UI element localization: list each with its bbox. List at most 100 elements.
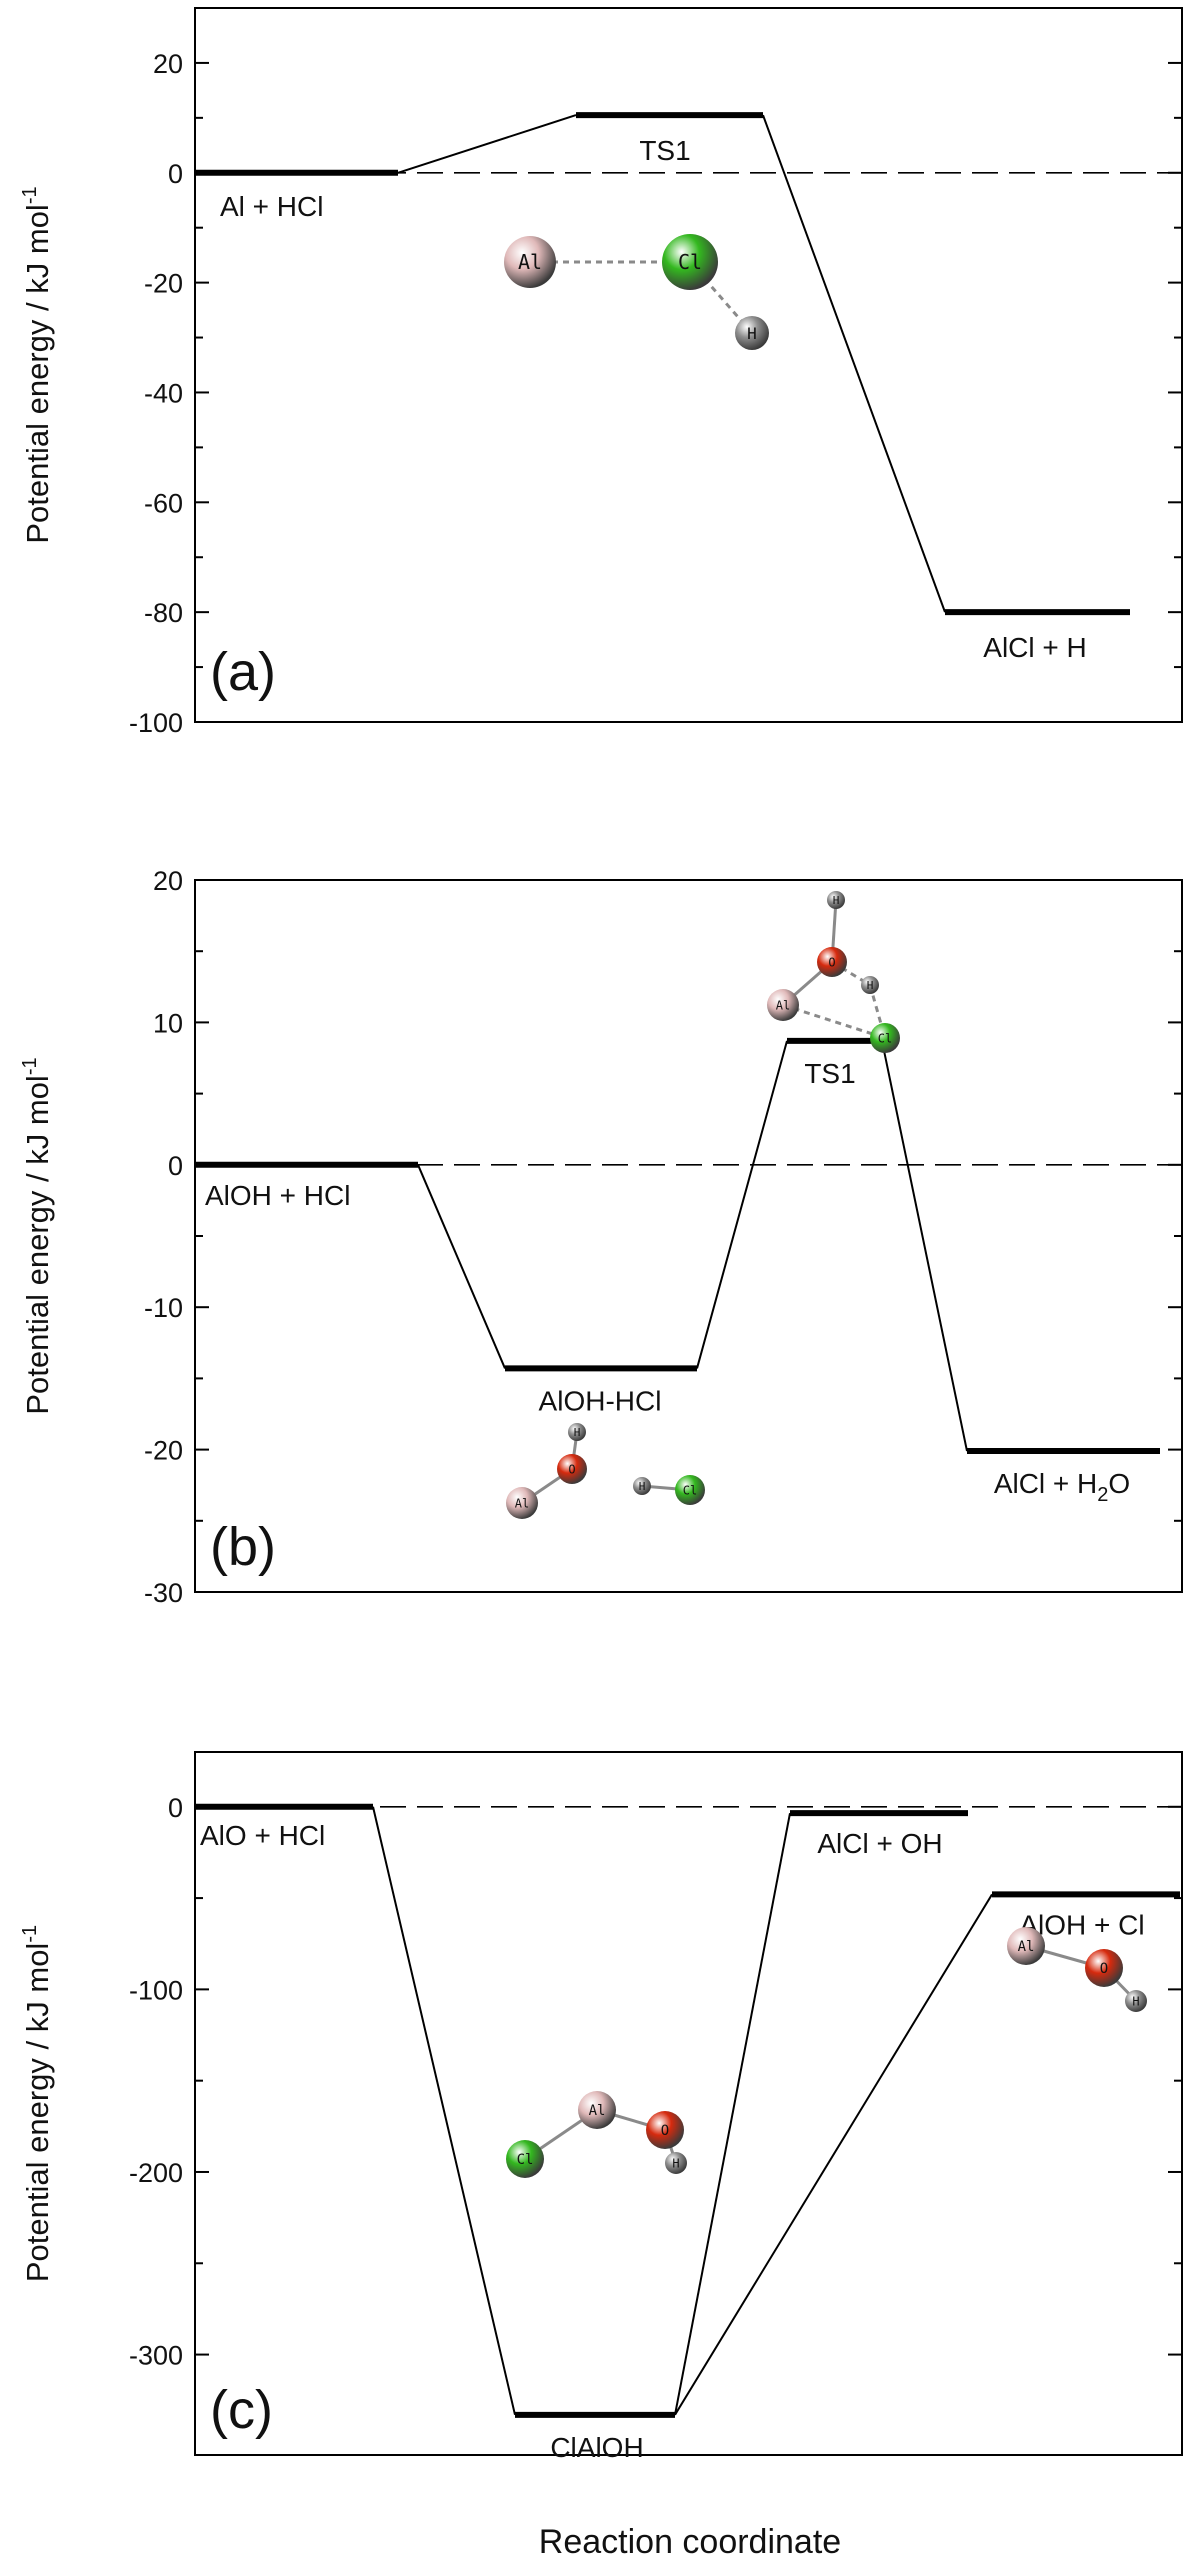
ts1-structure: Al Cl H — [504, 234, 769, 350]
panel-label: (c) — [210, 2380, 273, 2440]
panel-a: 20 0 -20 -40 -60 -80 -100 Potential energy / kJ… — [19, 7, 1183, 738]
y-tick-label: -80 — [144, 598, 183, 628]
y-tick-label: 20 — [153, 866, 183, 896]
panel-label: (b) — [210, 1517, 276, 1577]
atom-sphere — [870, 1023, 900, 1053]
atom-sphere — [1007, 1927, 1045, 1965]
state-label: AlCl + H2O — [994, 1468, 1130, 1506]
state-label-text: AlO + HCl — [200, 1820, 325, 1851]
atom-sphere — [506, 2140, 544, 2178]
state-label-text: AlOH + HCl — [205, 1180, 350, 1211]
state-label-text: TS1 — [639, 135, 690, 166]
y-tick-label: -40 — [144, 378, 183, 408]
atom-label: Al — [589, 2103, 606, 2119]
y-tick-label: -60 — [144, 488, 183, 518]
atom-label: O — [661, 2123, 669, 2139]
atom-sphere — [646, 2111, 684, 2149]
y-axis-label: Potential energy / kJ mol-1 — [19, 1925, 55, 2282]
state-label: TS1 — [639, 135, 690, 166]
state-label-tail: O — [1108, 1468, 1130, 1499]
state-label-text: AlCl + H — [983, 632, 1086, 663]
y-axis-label-sup: -1 — [19, 1925, 41, 1943]
pathway-connector — [674, 1893, 993, 2416]
atom-sphere — [1125, 1990, 1147, 2012]
atom-sphere — [735, 316, 769, 350]
y-tick-label: -100 — [129, 1975, 183, 2005]
atom-sphere — [665, 2152, 687, 2174]
pathway-connector — [881, 1040, 968, 1452]
atom-sphere — [578, 2091, 616, 2129]
state-label-text: AlCl + H — [994, 1468, 1097, 1499]
atom-label: Cl — [517, 2152, 534, 2168]
pathway-connector — [417, 1164, 506, 1369]
atom-label: H — [672, 2156, 679, 2170]
atom-sphere — [817, 947, 847, 977]
state-label: AlCl + H — [983, 632, 1086, 663]
complex-structure: H O Al H Cl — [506, 1423, 705, 1519]
panel-label: (a) — [210, 642, 276, 702]
atom-sphere — [506, 1487, 538, 1519]
y-tick-label: -100 — [129, 708, 183, 738]
atom-label: H — [833, 894, 840, 907]
y-tick-label: -10 — [144, 1293, 183, 1323]
panel-b: 20 10 0 -10 -20 -30 Potential energy / kJ mol-… — [19, 866, 1183, 1608]
atom-label: Al — [515, 1496, 529, 1510]
plot-frame — [194, 7, 1183, 723]
state-label: Al + HCl — [220, 191, 323, 222]
state-label-subscript: 2 — [1097, 1484, 1108, 1506]
y-axis-label: Potential energy / kJ mol-1 — [19, 186, 55, 543]
atom-sphere — [767, 989, 799, 1021]
atom-label: Al — [518, 250, 542, 274]
y-tick-label: -300 — [129, 2341, 183, 2371]
y-axis-label: Potential energy / kJ mol-1 — [19, 1057, 55, 1414]
panel-c: 0 -100 -200 -300 Potential energy / kJ mol-1… — [19, 1751, 1183, 2463]
state-label: AlCl + OH — [817, 1828, 942, 1859]
clalo-h-structure: Cl Al O H — [506, 2091, 687, 2178]
pathway-connector — [696, 1040, 788, 1369]
state-label-text: TS1 — [804, 1058, 855, 1089]
y-tick-label: -30 — [144, 1578, 183, 1608]
y-tick-label: 0 — [168, 159, 183, 189]
atom-sphere — [633, 1477, 651, 1495]
state-label: AlOH + HCl — [205, 1180, 350, 1211]
pathway-connector — [762, 114, 946, 613]
y-tick-label: 0 — [168, 1793, 183, 1823]
atom-label: H — [1132, 1994, 1139, 2008]
atom-sphere — [662, 234, 718, 290]
atom-label: H — [747, 324, 757, 343]
atom-label: H — [867, 979, 874, 992]
atom-label: O — [1100, 1961, 1108, 1977]
atom-sphere — [827, 891, 845, 909]
state-label: TS1 — [804, 1058, 855, 1089]
atom-sphere — [568, 1423, 586, 1441]
atom-label: O — [828, 955, 835, 969]
atom-label: Cl — [878, 1031, 892, 1045]
y-tick-label: 0 — [168, 1151, 183, 1181]
state-label: AlOH-HCl — [539, 1385, 662, 1416]
atom-label: O — [568, 1462, 575, 1476]
y-axis-label-sup: -1 — [19, 186, 41, 204]
atom-label: Cl — [683, 1483, 697, 1497]
y-axis-label-text: Potential energy / kJ mol — [20, 204, 55, 543]
atom-label: H — [639, 1480, 646, 1493]
y-tick-label: -200 — [129, 2158, 183, 2188]
atom-sphere — [675, 1475, 705, 1505]
atom-label: H — [574, 1426, 581, 1439]
atom-sphere — [1085, 1949, 1123, 1987]
pathway-connector — [372, 1806, 516, 2416]
pathway-connector — [674, 1812, 791, 2416]
y-axis-label-sup: -1 — [19, 1057, 41, 1075]
state-label-text: Al + HCl — [220, 191, 323, 222]
y-tick-label: 10 — [153, 1008, 183, 1038]
atom-label: Al — [776, 998, 790, 1012]
ts1-structure: H O H Al Cl — [767, 891, 900, 1053]
atom-sphere — [557, 1454, 587, 1484]
x-axis-label: Reaction coordinate — [539, 2523, 841, 2561]
atom-label: Al — [1018, 1939, 1035, 1955]
y-axis-label-text: Potential energy / kJ mol — [20, 1943, 55, 2282]
partial-bond — [782, 1003, 886, 1040]
state-label: AlO + HCl — [200, 1820, 325, 1851]
state-label-text: AlCl + OH — [817, 1828, 942, 1859]
state-label-text: ClAlOH — [550, 2432, 643, 2463]
